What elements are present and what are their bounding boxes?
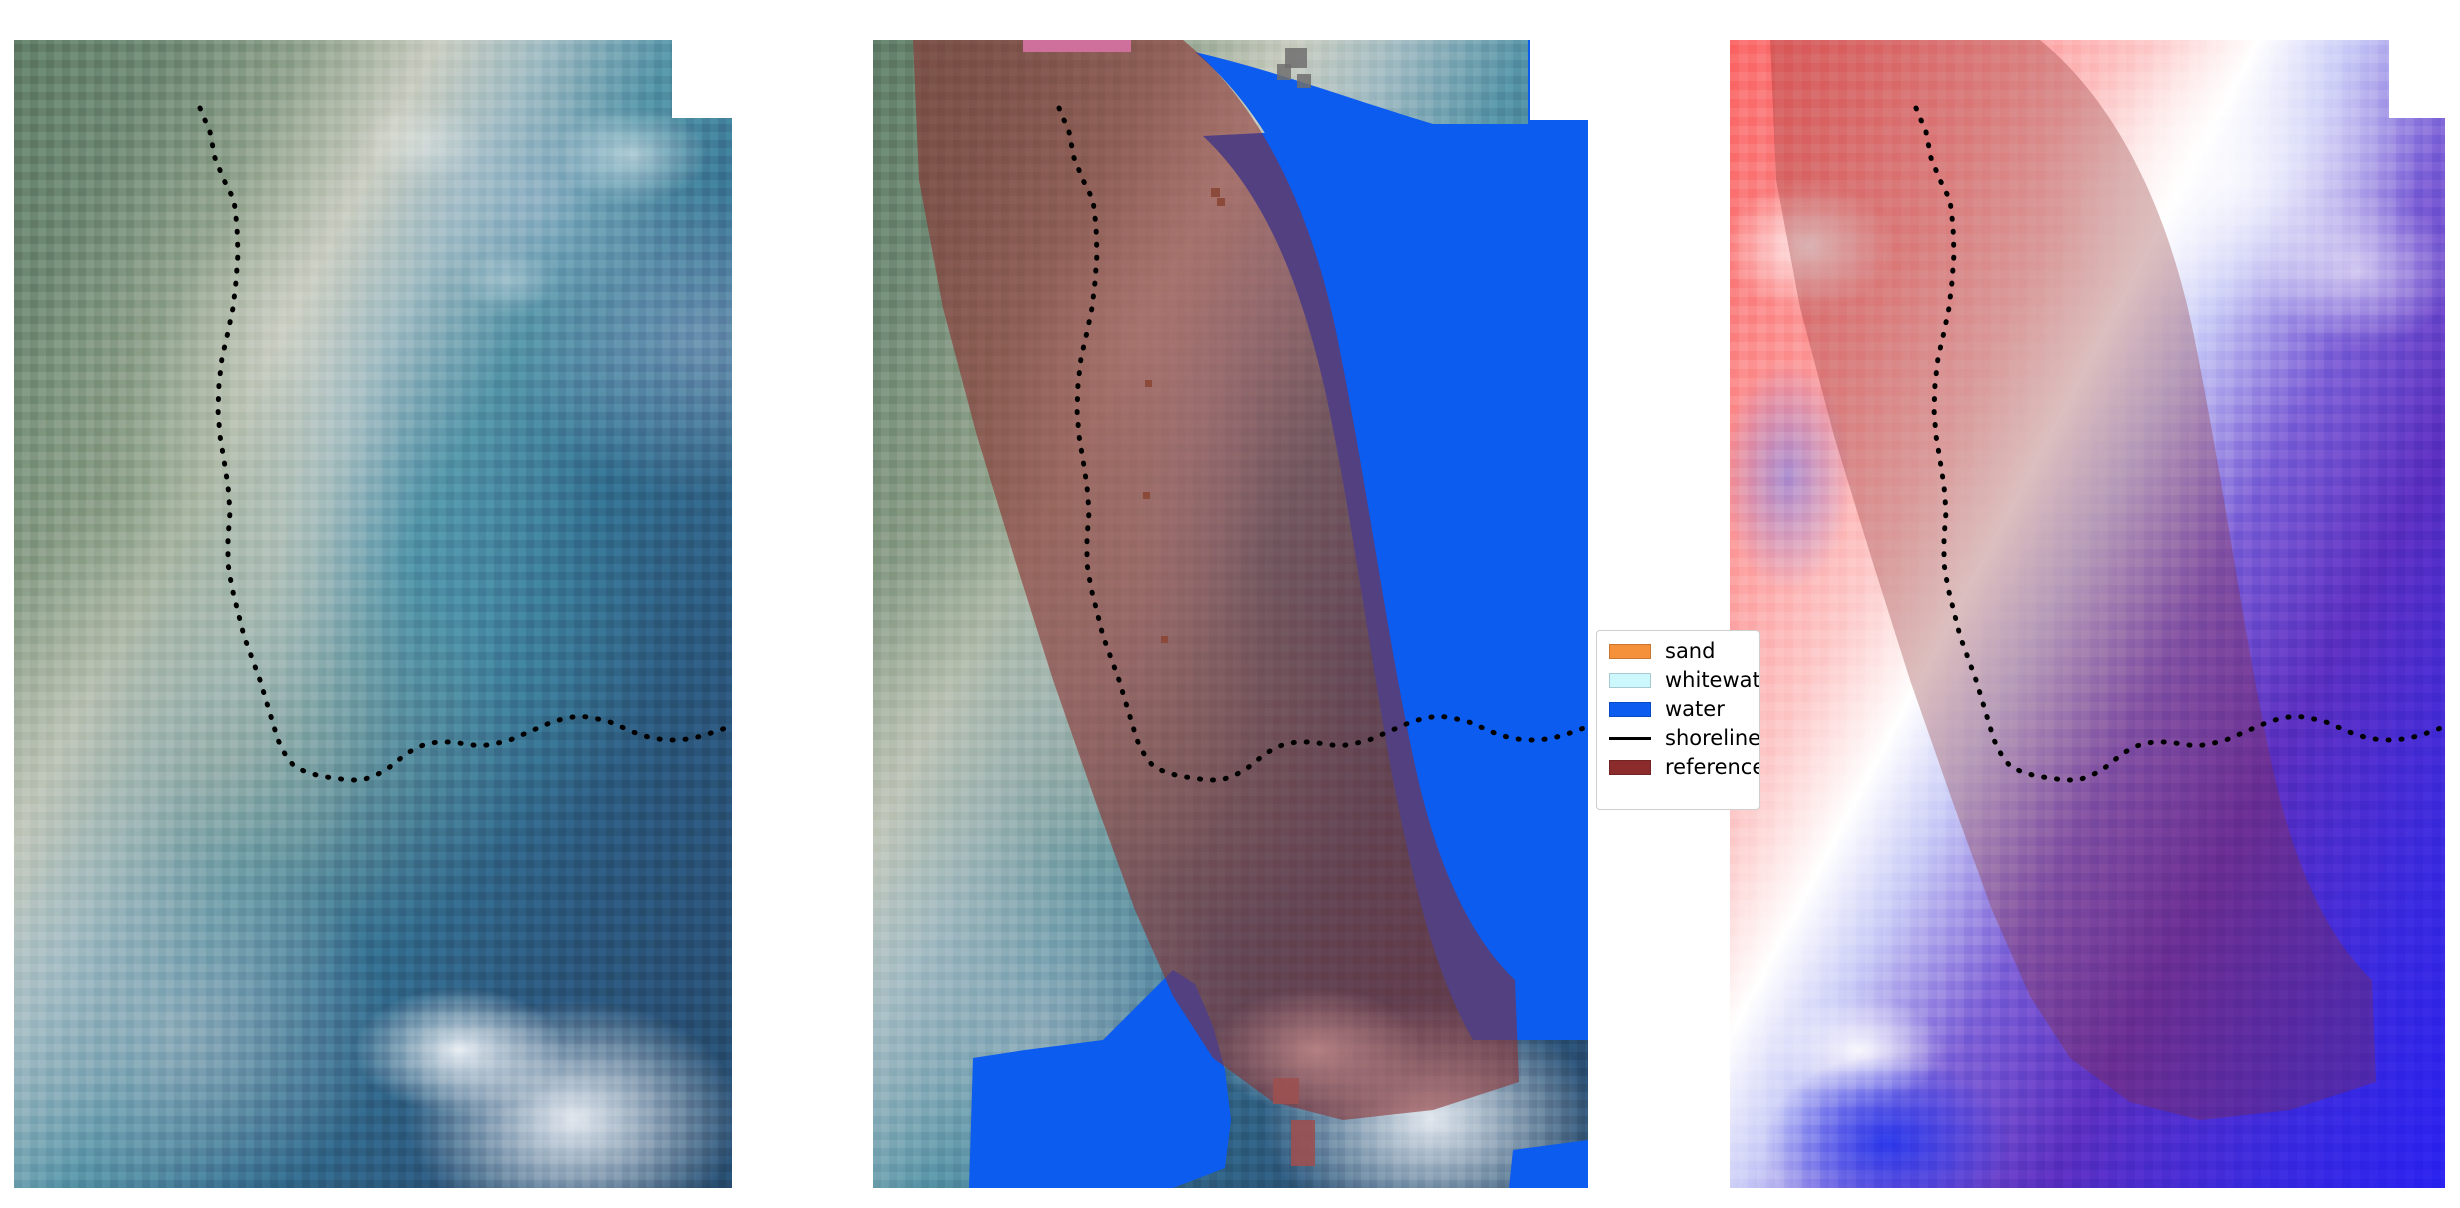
shoreline-overlay: [14, 40, 732, 1188]
classified-image[interactable]: [873, 40, 1588, 1188]
water-class-overlay: [873, 40, 1588, 1188]
legend-item-shoreline: shoreline: [1609, 727, 1759, 748]
panel-classified[interactable]: 2022-10-05-22-05-58: [873, 40, 1588, 1188]
rgb-image[interactable]: [14, 40, 732, 1188]
sand-class-overlay: [873, 40, 1588, 1188]
whitewater-swatch: [1609, 672, 1651, 688]
legend-item-whitewater: whitewater: [1609, 669, 1759, 690]
panel-index[interactable]: L9: [1730, 40, 2445, 1188]
shoreline-overlay: [873, 40, 1588, 1188]
legend-label-sand: sand: [1665, 638, 1716, 663]
index-image[interactable]: [1730, 40, 2445, 1188]
swath-notch-upper: [1530, 40, 1588, 120]
legend-item-sand: sand: [1609, 638, 1747, 663]
reference-band-top: [873, 40, 1588, 1188]
index-pixel-texture: [1730, 40, 2445, 1188]
legend-label-reference: reference shoreline buffer: [1665, 754, 1760, 779]
swath-notch-upper: [2389, 40, 2445, 118]
legend-label-water: water: [1665, 696, 1725, 721]
panel-rgb[interactable]: nzd0112: [14, 40, 732, 1188]
sand-swatch: [1609, 643, 1651, 659]
legend-label-shoreline: shoreline: [1665, 725, 1760, 750]
shoreline-overlay: [1730, 40, 2445, 1188]
water-swatch: [1609, 701, 1651, 717]
reference-swatch: [1609, 759, 1651, 775]
legend-item-reference: reference shoreline buffer: [1609, 756, 1759, 777]
legend-label-whitewater: whitewater: [1665, 667, 1760, 692]
reference-buffer-overlay: [1730, 40, 2445, 1188]
legend: sand whitewater water shoreline referenc…: [1596, 630, 1760, 810]
legend-item-water: water: [1609, 696, 1747, 721]
index-basemap: [1730, 40, 2445, 1188]
reference-buffer-overlay: [873, 40, 1588, 1188]
shoreline-swatch: [1609, 736, 1651, 740]
swath-notch-upper: [672, 40, 732, 118]
rgb-cloud-layer: [14, 40, 732, 1188]
